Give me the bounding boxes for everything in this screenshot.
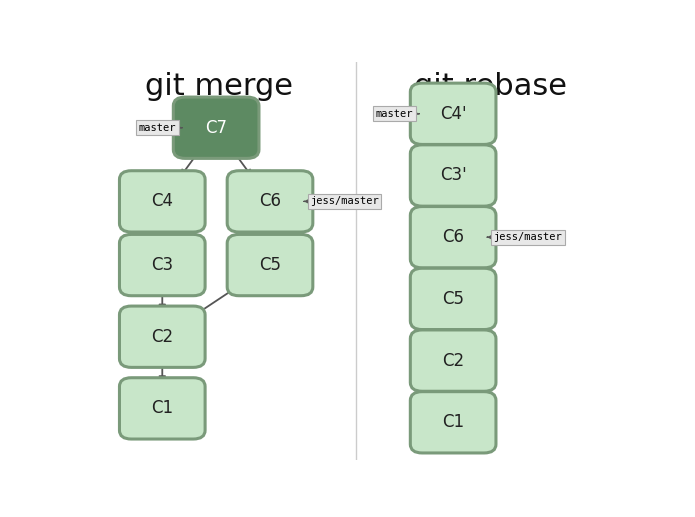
Text: jess/master: jess/master [304, 196, 379, 206]
FancyBboxPatch shape [410, 330, 496, 391]
FancyBboxPatch shape [120, 171, 205, 232]
Text: git rebase: git rebase [414, 72, 567, 101]
FancyBboxPatch shape [410, 83, 496, 144]
Text: C4: C4 [152, 192, 173, 210]
Text: C6: C6 [442, 228, 464, 246]
Text: git merge: git merge [145, 72, 293, 101]
Text: C7: C7 [205, 119, 227, 136]
FancyBboxPatch shape [410, 392, 496, 453]
FancyBboxPatch shape [120, 234, 205, 296]
FancyBboxPatch shape [120, 378, 205, 439]
Text: master: master [138, 123, 182, 133]
Text: master: master [375, 109, 419, 119]
Text: C2: C2 [152, 328, 173, 346]
FancyBboxPatch shape [120, 306, 205, 368]
FancyBboxPatch shape [227, 234, 313, 296]
FancyBboxPatch shape [173, 97, 259, 158]
FancyBboxPatch shape [410, 207, 496, 268]
Text: C2: C2 [442, 352, 464, 370]
Text: C5: C5 [259, 256, 281, 274]
Text: C1: C1 [152, 399, 173, 417]
Text: C1: C1 [442, 413, 464, 431]
Text: jess/master: jess/master [487, 232, 562, 242]
FancyBboxPatch shape [410, 145, 496, 206]
FancyBboxPatch shape [410, 268, 496, 329]
Text: C3: C3 [152, 256, 173, 274]
Text: C3': C3' [440, 166, 466, 185]
Text: C5: C5 [442, 290, 464, 308]
FancyBboxPatch shape [227, 171, 313, 232]
Text: C6: C6 [259, 192, 281, 210]
Text: C4': C4' [440, 105, 466, 123]
